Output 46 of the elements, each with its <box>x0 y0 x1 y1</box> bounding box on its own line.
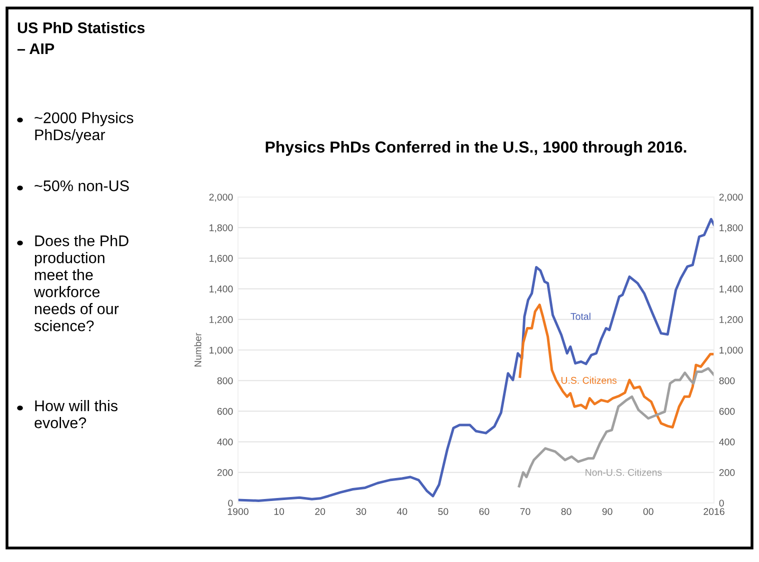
y-tick-label: 1,400 <box>210 286 233 294</box>
y-tick-label: 600 <box>217 408 233 415</box>
y-tick-label: 800 <box>217 377 233 384</box>
series-label: U.S. Citizens <box>561 376 617 384</box>
y-tick-label: 1,000 <box>210 346 233 355</box>
y2-tick-label: 200 <box>719 469 735 476</box>
x-tick-label: 40 <box>396 508 408 515</box>
series-label: Total <box>570 312 590 320</box>
text: ~2000 Physics PhDs/year <box>34 112 134 144</box>
y2-tick-label: 600 <box>719 408 735 415</box>
x-tick-label: 80 <box>561 508 572 515</box>
chart-title: Physics PhDs Conferred in the U.S., 1900 through 2016. <box>266 140 686 156</box>
line-series <box>518 304 714 429</box>
y-tick-label: 400 <box>217 438 233 446</box>
x-tick-label: 2016 <box>704 508 724 515</box>
y2-tick-label: 400 <box>719 438 735 446</box>
text: How will this evolve? <box>34 400 118 428</box>
x-tick-label: 20 <box>315 508 326 515</box>
y-tick-label: 1,600 <box>210 254 233 263</box>
y-tick-label: 1,800 <box>210 224 233 232</box>
line-series <box>518 367 714 488</box>
x-tick-label: 10 <box>274 508 284 515</box>
y2-tick-label: 0 <box>719 500 724 507</box>
x-tick-label: 30 <box>356 508 366 515</box>
series-label: Non-U.S. Citizens <box>586 468 662 476</box>
y2-tick-label: 1,400 <box>720 286 743 294</box>
y2-tick-label: 800 <box>719 377 735 384</box>
x-tick-label: 90 <box>602 508 612 515</box>
x-tick-label: 70 <box>520 508 530 515</box>
y2-tick-label: 1,600 <box>720 254 743 263</box>
text: Does the PhD production meet the workforce needs of our science? <box>34 235 128 332</box>
y2-tick-label: 2,000 <box>719 194 743 202</box>
x-tick-label: 50 <box>438 508 448 515</box>
y2-tick-label: 1,000 <box>720 346 743 355</box>
x-tick-label: 60 <box>479 508 490 515</box>
y-tick-label: 0 <box>228 500 233 507</box>
y-tick-label: 1,200 <box>210 316 233 324</box>
y2-tick-label: 1,200 <box>720 316 743 324</box>
x-tick-label: 00 <box>643 508 654 515</box>
x-tick-label: 1900 <box>228 508 248 515</box>
text: US PhD Statistics – AIP <box>17 22 145 54</box>
y-axis-title: Number <box>194 332 202 366</box>
y-tick-label: 2,000 <box>209 194 233 202</box>
y-tick-label: 200 <box>217 469 233 476</box>
y2-tick-label: 1,800 <box>720 224 743 232</box>
text: ~50% non-US <box>34 180 129 192</box>
